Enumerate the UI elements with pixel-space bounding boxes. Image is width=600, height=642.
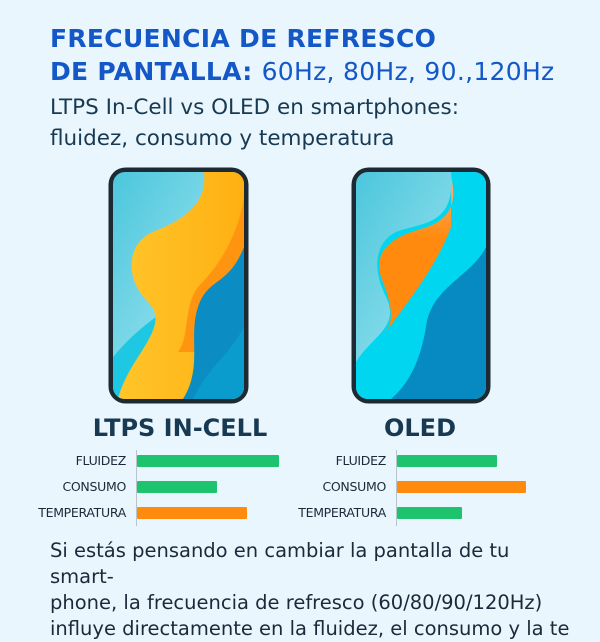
subtitle-line-2: fluidez, consumo y temperatura: [50, 126, 395, 151]
metric-row: TEMPERATURA: [38, 502, 286, 528]
metric-bar: [137, 455, 280, 467]
oled-axis: [396, 450, 397, 526]
oled-metrics: FLUIDEZ CONSUMO TEMPERATURA: [298, 450, 546, 528]
body-line-1: Si estás pensando en cambiar la pantalla…: [50, 539, 510, 588]
metric-bar: [397, 507, 463, 519]
ltps-phone-illustration: [108, 167, 249, 404]
body-text: Si estás pensando en cambiar la pantalla…: [50, 538, 570, 642]
metric-row: FLUIDEZ: [76, 450, 286, 476]
subtitle-line-1: LTPS In-Cell vs OLED en smartphones:: [50, 95, 459, 120]
metric-bar: [137, 507, 248, 519]
body-line-2: phone, la frecuencia de refresco (60/80/…: [50, 591, 543, 614]
metric-row: FLUIDEZ: [336, 450, 546, 476]
title-line-2b: 60Hz, 80Hz, 90.,120Hz: [261, 57, 555, 86]
oled-phone-illustration: [351, 167, 491, 404]
metric-label: CONSUMO: [322, 479, 386, 494]
ltps-axis: [136, 450, 137, 526]
subtitle: LTPS In-Cell vs OLED en smartphones: flu…: [50, 92, 459, 154]
metric-bar: [397, 481, 527, 493]
metric-bar: [397, 455, 498, 467]
body-line-3: influye directamente en la fluidez, el c…: [50, 617, 570, 640]
ltps-metrics: FLUIDEZ CONSUMO TEMPERATURA: [38, 450, 286, 528]
metric-label: FLUIDEZ: [335, 453, 387, 468]
page-title: FRECUENCIA DE REFRESCO DE PANTALLA: 60Hz…: [50, 22, 554, 88]
metric-label: FLUIDEZ: [75, 453, 127, 468]
metric-label: TEMPERATURA: [38, 505, 126, 520]
title-line-1: FRECUENCIA DE REFRESCO: [50, 24, 437, 53]
metric-row: CONSUMO: [322, 476, 546, 502]
metric-row: TEMPERATURA: [298, 502, 546, 528]
ltps-model-label: LTPS IN-CELL: [92, 414, 268, 442]
metric-label: CONSUMO: [62, 479, 126, 494]
title-line-2a: DE PANTALLA:: [50, 57, 253, 86]
metric-label: TEMPERATURA: [298, 505, 386, 520]
metric-row: CONSUMO: [62, 476, 286, 502]
oled-model-label: OLED: [383, 414, 456, 442]
metric-bar: [137, 481, 217, 493]
